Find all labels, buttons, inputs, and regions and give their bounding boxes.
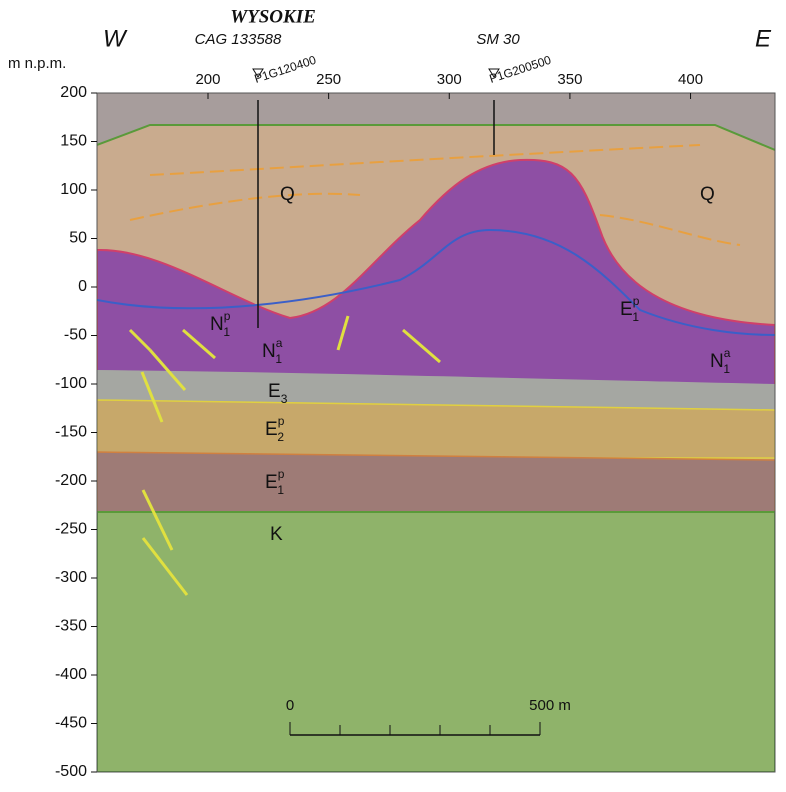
layer-sup: a (276, 336, 283, 350)
layer-sup: p (224, 309, 231, 323)
layer-sup: a (724, 346, 731, 360)
direction: W (103, 25, 128, 52)
layer-sup: p (633, 294, 640, 308)
title: WYSOKIE (230, 6, 316, 27)
layer-base: E (268, 381, 281, 402)
x-tick-label: 300 (437, 71, 462, 88)
layer-base: Q (700, 184, 715, 205)
layer-base: E (265, 472, 278, 493)
well-name: SM 30 (476, 31, 520, 48)
y-tick-label: -50 (64, 327, 87, 344)
layer-base: N (710, 351, 724, 372)
scale-label: 0 (286, 697, 294, 714)
layer-sub: 1 (723, 362, 730, 376)
layer-sub: 1 (632, 310, 639, 324)
y-tick-label: 200 (60, 84, 87, 101)
y-tick-label: -400 (55, 666, 87, 683)
x-tick-label: 400 (678, 71, 703, 88)
layer-label: K (270, 524, 283, 545)
layer-e2 (97, 400, 775, 458)
y-tick-label: -450 (55, 715, 87, 732)
well-name: CAG 133588 (195, 31, 282, 48)
layer-sub: 1 (277, 483, 284, 497)
layer-label: Q (700, 184, 715, 205)
y-tick-label: 0 (78, 278, 87, 295)
chart: W E m n.p.m. WYSOKIE CAG 133588 P1G12040… (0, 0, 786, 792)
layer-base: E (265, 419, 278, 440)
layer-base: E (620, 299, 633, 320)
y-tick-label: 150 (60, 133, 87, 150)
layer-base: N (262, 341, 276, 362)
section (97, 93, 775, 772)
layer-sub: 3 (281, 392, 288, 406)
y-tick-label: -250 (55, 521, 87, 538)
y-tick-label: -100 (55, 375, 87, 392)
layer-base: K (270, 524, 283, 545)
layer-sub: 2 (277, 430, 284, 444)
x-tick-label: 350 (557, 71, 582, 88)
layer-sub: 1 (223, 325, 230, 339)
y-tick-label: -150 (55, 424, 87, 441)
y-tick-label: 50 (69, 230, 87, 247)
layer-base: Q (280, 184, 295, 205)
x-tick-label: 250 (316, 71, 341, 88)
y-tick-label: -200 (55, 472, 87, 489)
layer-k (97, 512, 775, 772)
layer-base: N (210, 314, 224, 335)
layer-label: Q (280, 184, 295, 205)
y-tick-label: -350 (55, 618, 87, 635)
layer-e1 (97, 452, 775, 515)
y-tick-label: -300 (55, 569, 87, 586)
x-tick-label: 200 (195, 71, 220, 88)
direction: E (755, 25, 772, 52)
y-axis-label: m n.p.m. (8, 55, 66, 72)
layer-sup: p (278, 467, 285, 481)
layer-sup: p (278, 414, 285, 428)
y-tick-label: -500 (55, 763, 87, 780)
y-tick-label: 100 (60, 181, 87, 198)
scale-label: 500 m (529, 697, 571, 714)
layer-sub: 1 (275, 352, 282, 366)
page: {"chart_data": { "type": "cross-section"… (0, 0, 786, 792)
